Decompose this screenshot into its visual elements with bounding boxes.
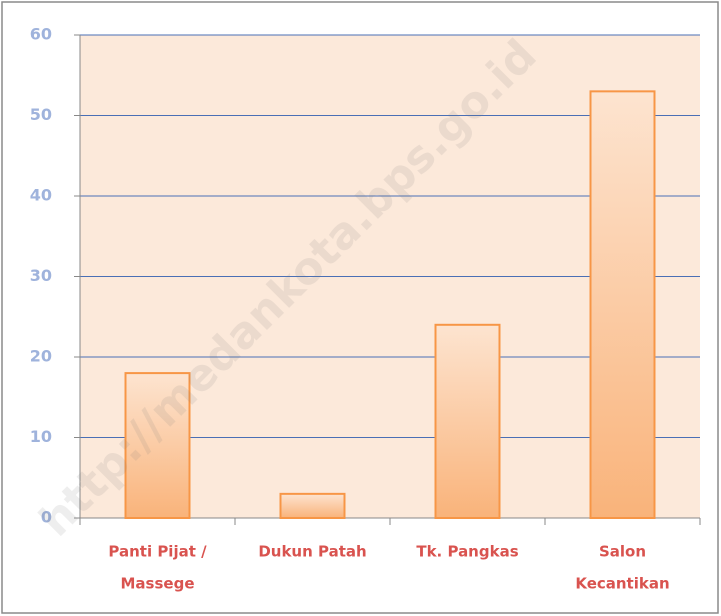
x-tick-label: Panti Pijat / (108, 543, 207, 561)
x-tick-label: Dukun Patah (258, 543, 366, 561)
y-tick-label: 60 (30, 25, 52, 44)
bar (124, 372, 191, 519)
y-tick-label: 0 (41, 508, 52, 527)
x-tick-label: Massege (121, 575, 195, 593)
y-tick-label: 50 (30, 105, 52, 124)
x-tick-label: Tk. Pangkas (416, 543, 518, 561)
y-tick-label: 10 (30, 427, 52, 446)
bar (434, 323, 501, 519)
x-tick-label: Kecantikan (575, 575, 669, 593)
bar (279, 492, 346, 520)
y-tick-label: 40 (30, 186, 52, 205)
y-tick-label: 30 (30, 266, 52, 285)
y-tick-label: 20 (30, 347, 52, 366)
x-tick-label: Salon (599, 543, 646, 561)
bar (589, 90, 656, 519)
